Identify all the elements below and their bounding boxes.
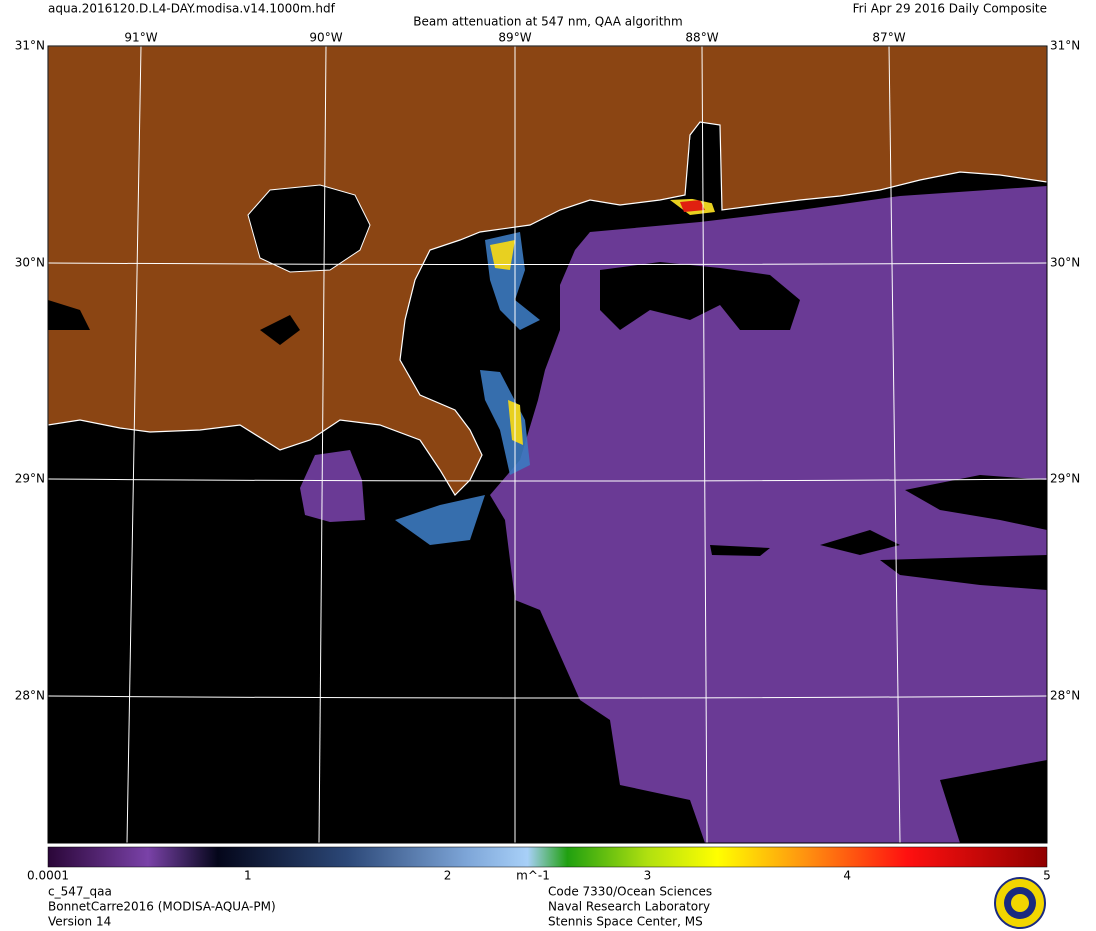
- graticule-labels: 31°N 31°N 30°N 30°N 29°N 29°N 28°N 28°N 91°W 90°W…: [15, 31, 1081, 703]
- colorbar-tick-label: 2: [444, 869, 452, 883]
- lake: [48, 300, 300, 345]
- colorbar-unit: m^-1: [516, 869, 550, 883]
- turbid-water: [300, 450, 365, 522]
- colorbar-ticks: 0.0001 1 2 3 4 5: [27, 869, 1051, 883]
- lat-label: 29°N: [1050, 472, 1080, 486]
- graticule: [48, 46, 1047, 843]
- footer-center-line: Naval Research Laboratory: [548, 900, 710, 914]
- map-frame: [47, 45, 1048, 844]
- lat-label: 30°N: [1050, 256, 1080, 270]
- lon-label: 89°W: [498, 31, 531, 45]
- lat-label: 31°N: [15, 39, 45, 53]
- footer-left-line: Version 14: [48, 915, 111, 929]
- lat-label: 29°N: [15, 472, 45, 486]
- footer-left-line: c_547_qaa: [48, 885, 112, 899]
- nrl-logo: [994, 877, 1046, 929]
- colorbar-tick-label: 0.0001: [27, 869, 69, 883]
- clear-water: [600, 262, 800, 330]
- footer-center-line: Stennis Space Center, MS: [548, 915, 703, 929]
- lake: [247, 184, 371, 273]
- colorbar-tick-label: 3: [644, 869, 652, 883]
- colorbar-tick-label: 5: [1043, 869, 1051, 883]
- lat-label: 30°N: [15, 256, 45, 270]
- colorbar-tick-label: 1: [244, 869, 252, 883]
- plume: [395, 232, 540, 545]
- file-name: aqua.2016120.D.L4-DAY.modisa.v14.1000m.h…: [48, 2, 336, 16]
- lat-label: 28°N: [1050, 689, 1080, 703]
- turbid-water: [490, 186, 1047, 843]
- lon-label: 91°W: [124, 31, 157, 45]
- lat-label: 28°N: [15, 689, 45, 703]
- date-label: Fri Apr 29 2016 Daily Composite: [853, 2, 1047, 16]
- lon-label: 90°W: [309, 31, 342, 45]
- footer-center-line: Code 7330/Ocean Sciences: [548, 885, 712, 899]
- colorbar: [47, 846, 1048, 868]
- map: [48, 46, 1047, 843]
- lon-label: 88°W: [685, 31, 718, 45]
- clear-water: [710, 475, 1047, 843]
- colorbar-tick-label: 4: [843, 869, 851, 883]
- lon-label: 87°W: [872, 31, 905, 45]
- lat-label: 31°N: [1050, 39, 1080, 53]
- hot-spot: [490, 198, 715, 445]
- map-title: Beam attenuation at 547 nm, QAA algorith…: [413, 15, 682, 29]
- land: [48, 46, 1047, 496]
- hot-spot: [680, 200, 705, 212]
- bay: [688, 128, 720, 205]
- footer-left-line: BonnetCarre2016 (MODISA-AQUA-PM): [48, 900, 276, 914]
